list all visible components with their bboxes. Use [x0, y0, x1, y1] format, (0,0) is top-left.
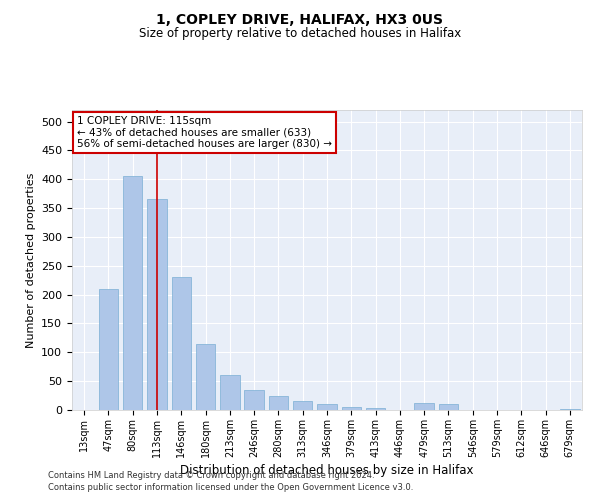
Bar	[220, 376, 239, 410]
Text: Size of property relative to detached houses in Halifax: Size of property relative to detached ho…	[139, 28, 461, 40]
Bar	[415, 403, 434, 410]
Bar	[560, 409, 580, 410]
Bar	[366, 408, 385, 410]
X-axis label: Distribution of detached houses by size in Halifax: Distribution of detached houses by size …	[180, 464, 474, 477]
Bar	[244, 390, 264, 410]
Bar	[123, 176, 142, 410]
Bar	[147, 200, 167, 410]
Bar	[439, 404, 458, 410]
Text: Contains HM Land Registry data © Crown copyright and database right 2024.: Contains HM Land Registry data © Crown c…	[48, 471, 374, 480]
Text: 1 COPLEY DRIVE: 115sqm
← 43% of detached houses are smaller (633)
56% of semi-de: 1 COPLEY DRIVE: 115sqm ← 43% of detached…	[77, 116, 332, 149]
Y-axis label: Number of detached properties: Number of detached properties	[26, 172, 35, 348]
Text: Contains public sector information licensed under the Open Government Licence v3: Contains public sector information licen…	[48, 484, 413, 492]
Bar	[317, 404, 337, 410]
Bar	[269, 396, 288, 410]
Bar	[172, 278, 191, 410]
Bar	[99, 289, 118, 410]
Bar	[293, 402, 313, 410]
Bar	[341, 407, 361, 410]
Bar	[196, 344, 215, 410]
Text: 1, COPLEY DRIVE, HALIFAX, HX3 0US: 1, COPLEY DRIVE, HALIFAX, HX3 0US	[157, 12, 443, 26]
